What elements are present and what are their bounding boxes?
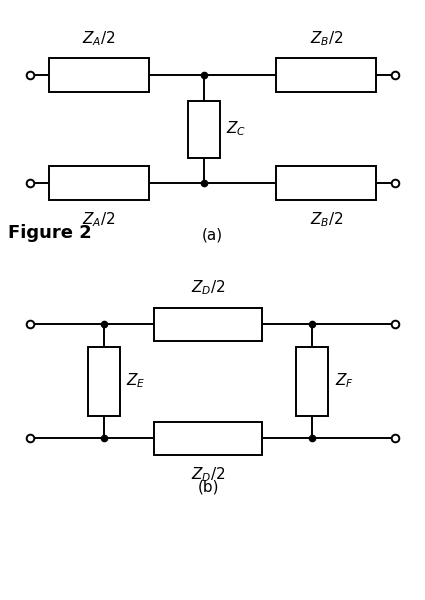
Text: $Z_C$: $Z_C$ bbox=[226, 119, 246, 139]
Bar bbox=[154, 307, 262, 340]
Bar bbox=[276, 166, 376, 199]
Text: Figure 2: Figure 2 bbox=[8, 224, 92, 242]
Bar bbox=[276, 58, 376, 91]
Bar bbox=[88, 346, 120, 415]
Bar bbox=[296, 346, 328, 415]
Text: $Z_A/2$: $Z_A/2$ bbox=[82, 29, 116, 48]
Text: $Z_E$: $Z_E$ bbox=[127, 371, 146, 391]
Text: (b): (b) bbox=[198, 480, 219, 495]
Text: $Z_B/2$: $Z_B/2$ bbox=[309, 29, 343, 48]
Bar bbox=[49, 166, 149, 199]
Text: $Z_D/2$: $Z_D/2$ bbox=[191, 466, 225, 484]
Bar bbox=[154, 421, 262, 455]
Bar bbox=[188, 100, 220, 157]
Bar bbox=[49, 58, 149, 91]
Text: $Z_A/2$: $Z_A/2$ bbox=[82, 210, 116, 229]
Text: (a): (a) bbox=[202, 228, 223, 243]
Text: $Z_D/2$: $Z_D/2$ bbox=[191, 278, 225, 296]
Text: $Z_B/2$: $Z_B/2$ bbox=[309, 210, 343, 229]
Text: $Z_F$: $Z_F$ bbox=[335, 371, 354, 391]
